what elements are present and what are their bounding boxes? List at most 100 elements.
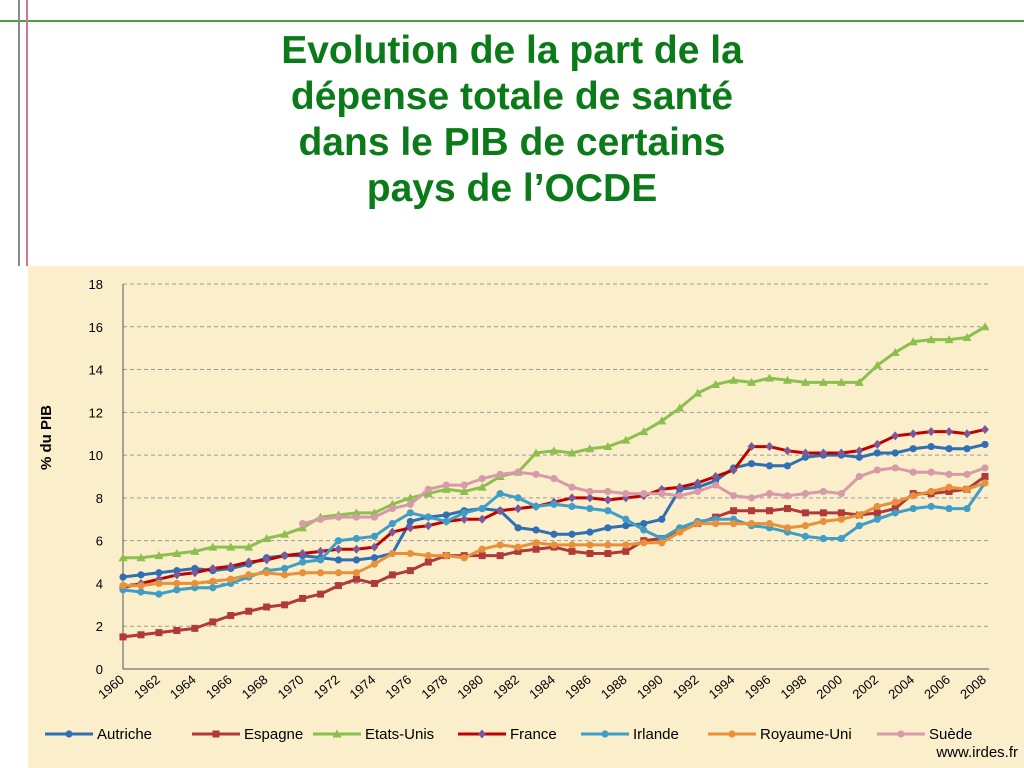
- point-irlande: [532, 502, 540, 511]
- point-espagne: [586, 550, 594, 557]
- point-espagne: [245, 607, 253, 615]
- point-irlande: [137, 588, 145, 596]
- point-irlande: [909, 504, 917, 513]
- point-etats-unis: [244, 542, 254, 551]
- point-irlande: [550, 500, 558, 508]
- point-su-de: [478, 475, 486, 483]
- y-tick-label: 0: [96, 662, 103, 677]
- legend-marker-espagne: [212, 730, 220, 738]
- y-tick-label: 18: [89, 277, 103, 292]
- point-etats-unis: [693, 388, 703, 397]
- point-su-de: [334, 513, 343, 521]
- point-espagne: [568, 547, 576, 555]
- point-su-de: [388, 504, 396, 513]
- point-irlande: [388, 519, 396, 528]
- point-irlande: [586, 504, 594, 513]
- point-su-de: [873, 466, 881, 474]
- point-autriche: [532, 526, 540, 534]
- point-autriche: [747, 460, 756, 468]
- point-etats-unis: [818, 377, 828, 386]
- point-autriche: [155, 569, 163, 577]
- point-su-de: [801, 490, 810, 498]
- point-autriche: [927, 442, 935, 451]
- point-etats-unis: [459, 486, 469, 495]
- point-autriche: [406, 517, 414, 526]
- point-espagne: [370, 579, 378, 587]
- point-etats-unis: [154, 551, 164, 560]
- point-etats-unis: [262, 534, 272, 543]
- point-france: [478, 514, 487, 524]
- point-france: [424, 521, 433, 531]
- point-royaume-uni: [298, 569, 307, 577]
- point-irlande: [334, 537, 343, 545]
- point-su-de: [316, 515, 325, 523]
- point-france: [172, 570, 181, 580]
- point-royaume-uni: [550, 541, 558, 549]
- point-espagne: [299, 594, 307, 602]
- point-su-de: [298, 519, 307, 528]
- legend-marker-royaume-uni: [728, 730, 736, 738]
- point-irlande: [478, 504, 486, 513]
- y-axis-label: % du PIB: [38, 404, 55, 470]
- point-autriche: [137, 571, 145, 579]
- x-tick-label: 1974: [347, 672, 379, 702]
- point-royaume-uni: [532, 539, 540, 547]
- point-france: [963, 429, 972, 439]
- point-royaume-uni: [945, 483, 953, 491]
- point-etats-unis: [657, 416, 667, 425]
- point-su-de: [532, 470, 540, 478]
- point-su-de: [460, 481, 468, 489]
- point-irlande: [891, 509, 899, 517]
- point-autriche: [442, 511, 450, 519]
- point-su-de: [550, 475, 558, 483]
- legend-label-su-de: Suède: [929, 726, 972, 743]
- point-espagne: [281, 601, 289, 609]
- point-espagne: [891, 505, 899, 513]
- point-su-de: [981, 464, 989, 472]
- point-irlande: [855, 522, 863, 530]
- left-rule-pink: [26, 0, 28, 266]
- legend-marker-france: [478, 729, 486, 739]
- point-france: [729, 465, 738, 475]
- point-autriche: [765, 462, 774, 470]
- point-su-de: [747, 494, 756, 502]
- x-tick-label: 2004: [885, 672, 917, 702]
- point-espagne: [514, 547, 522, 555]
- point-espagne: [209, 618, 217, 626]
- point-france: [675, 482, 684, 492]
- point-autriche: [622, 522, 630, 530]
- point-france: [801, 448, 810, 458]
- y-tick-label: 16: [89, 320, 103, 335]
- point-royaume-uni: [478, 545, 486, 553]
- x-tick-label: 1964: [167, 672, 199, 702]
- x-tick-label: 1978: [418, 672, 450, 702]
- point-royaume-uni: [729, 519, 738, 528]
- point-autriche: [891, 449, 899, 457]
- point-autriche: [909, 445, 917, 453]
- point-espagne: [873, 509, 881, 517]
- legend-label-espagne: Espagne: [244, 726, 303, 743]
- point-su-de: [640, 490, 648, 498]
- point-irlande: [873, 515, 881, 523]
- point-royaume-uni: [281, 571, 289, 579]
- point-france: [927, 427, 936, 437]
- point-royaume-uni: [909, 492, 917, 500]
- y-tick-label: 10: [89, 448, 103, 463]
- point-etats-unis: [208, 542, 218, 551]
- point-etats-unis: [639, 427, 649, 436]
- point-royaume-uni: [765, 519, 774, 528]
- point-royaume-uni: [676, 528, 684, 536]
- point-irlande: [424, 513, 432, 521]
- title-line-1: Evolution de la part de la: [281, 29, 743, 72]
- point-autriche: [370, 554, 379, 562]
- title-line-2: dépense totale de santé: [290, 75, 734, 118]
- legend-marker-irlande: [601, 730, 609, 738]
- point-espagne: [730, 507, 738, 515]
- y-tick-label: 6: [96, 534, 103, 549]
- point-royaume-uni: [514, 543, 522, 551]
- point-etats-unis: [441, 484, 451, 493]
- point-france: [460, 514, 469, 524]
- point-etats-unis: [621, 435, 631, 444]
- point-su-de: [694, 487, 702, 496]
- point-irlande: [801, 532, 810, 540]
